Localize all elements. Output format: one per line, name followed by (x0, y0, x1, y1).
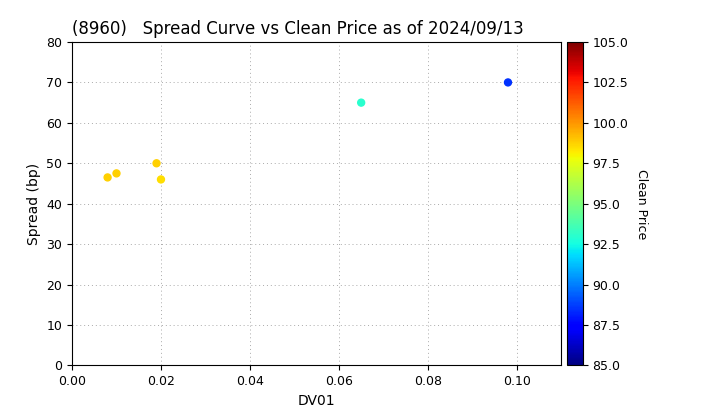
X-axis label: DV01: DV01 (298, 394, 336, 408)
Point (150, 160, 162, 167)
Point (356, 99, 367, 106)
Y-axis label: Clean Price: Clean Price (635, 168, 648, 239)
Point (111, 170, 122, 177)
Y-axis label: Spread (bp): Spread (bp) (27, 163, 41, 245)
Point (156, 176, 167, 183)
Point (102, 174, 113, 181)
Point (503, 79, 514, 86)
Text: (8960)   Spread Curve vs Clean Price as of 2024/09/13: (8960) Spread Curve vs Clean Price as of… (72, 20, 523, 38)
